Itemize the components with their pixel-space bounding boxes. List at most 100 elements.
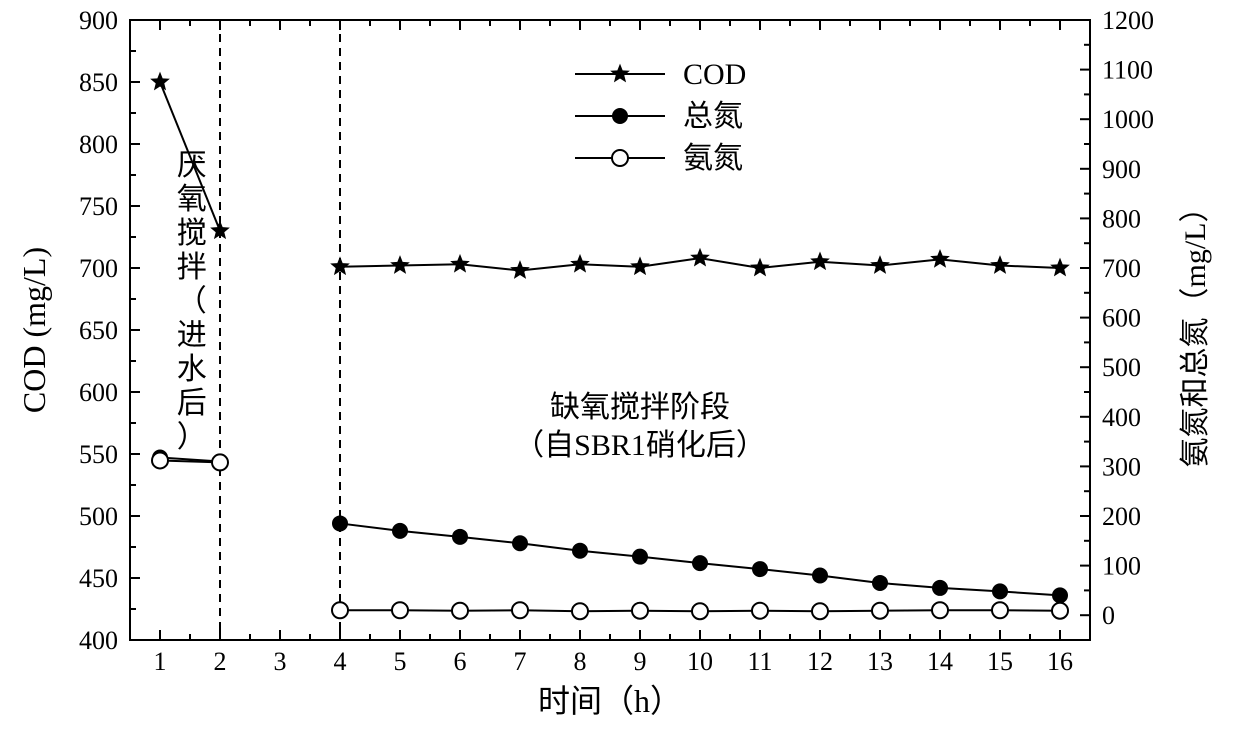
yr-tick-label: 700 [1102,254,1141,283]
yl-tick-label: 500 [79,502,118,531]
marker-circle-open [512,602,528,618]
marker-star [930,249,950,268]
marker-circle-open [992,602,1008,618]
marker-circle-filled [812,568,828,584]
marker-star [690,248,710,267]
marker-circle-open [812,603,828,619]
yr-tick-label: 0 [1102,601,1115,630]
x-axis-label: 时间（h） [538,683,682,719]
yr-tick-label: 400 [1102,403,1141,432]
marker-circle-filled [392,523,408,539]
marker-circle-filled [752,561,768,577]
x-tick-label: 8 [574,647,587,676]
anno-center-line: （自SBR1硝化后） [514,429,766,462]
anno-left-char: 搅 [177,217,207,250]
marker-circle-filled [632,549,648,565]
marker-circle-open [932,602,948,618]
marker-circle-open [332,602,348,618]
marker-circle-filled [692,555,708,571]
x-tick-label: 4 [334,647,347,676]
marker-circle-filled [932,580,948,596]
anno-left-char: 氧 [177,183,207,216]
chart-container: 1234567891011121314151640045050055060065… [0,0,1240,732]
yr-tick-label: 1000 [1102,105,1154,134]
anno-left-char: 进 [177,319,207,352]
yl-tick-label: 900 [79,6,118,35]
marker-circle-open [452,603,468,619]
yl-tick-label: 600 [79,378,118,407]
marker-star [450,254,470,273]
x-tick-label: 9 [634,647,647,676]
marker-circle-open [572,603,588,619]
marker-star [610,64,630,83]
marker-circle-filled [512,535,528,551]
x-tick-label: 16 [1047,647,1073,676]
marker-star [510,260,530,279]
marker-circle-open [632,603,648,619]
yl-tick-label: 400 [79,626,118,655]
marker-star [630,256,650,275]
marker-star [870,255,890,274]
x-tick-label: 13 [867,647,893,676]
yr-tick-label: 200 [1102,502,1141,531]
marker-star [390,255,410,274]
marker-circle-open [1052,603,1068,619]
marker-circle-filled [1052,587,1068,603]
yr-tick-label: 500 [1102,353,1141,382]
yl-tick-label: 700 [79,254,118,283]
x-tick-label: 12 [807,647,833,676]
chart-svg: 1234567891011121314151640045050055060065… [0,0,1240,732]
x-tick-label: 7 [514,647,527,676]
yr-axis-label: 氨氮和总氮（mg/L） [1179,193,1212,468]
yl-tick-label: 750 [79,192,118,221]
marker-star [750,258,770,277]
yl-tick-label: 550 [79,440,118,469]
marker-circle-open [392,602,408,618]
yr-tick-label: 800 [1102,204,1141,233]
anno-left-char: 厌 [177,149,207,182]
yr-tick-label: 100 [1102,552,1141,581]
x-tick-label: 15 [987,647,1013,676]
x-tick-label: 10 [687,647,713,676]
x-tick-label: 3 [274,647,287,676]
yl-tick-label: 650 [79,316,118,345]
yl-tick-label: 850 [79,68,118,97]
x-tick-label: 14 [927,647,953,676]
anno-left-char: 水 [177,353,207,386]
yr-tick-label: 1100 [1102,56,1153,85]
yl-axis-label: COD (mg/L) [16,247,52,413]
marker-star [570,254,590,273]
marker-star [810,251,830,270]
legend-label: COD [683,58,746,91]
yr-tick-label: 300 [1102,452,1141,481]
marker-circle-filled [332,515,348,531]
marker-star [150,72,170,91]
yr-tick-label: 900 [1102,155,1141,184]
plot-border [130,20,1090,640]
legend-label: 氨氮 [683,142,743,175]
yl-tick-label: 800 [79,130,118,159]
marker-circle-open [752,603,768,619]
marker-circle-open [872,603,888,619]
anno-left-char: 拌 [177,251,207,284]
x-tick-label: 5 [394,647,407,676]
x-tick-label: 11 [747,647,772,676]
anno-left-char: 后 [177,387,207,420]
anno-center-line: 缺氧搅拌阶段 [550,391,730,424]
anno-left-char: ） [177,421,207,454]
marker-circle-filled [452,529,468,545]
marker-circle-open [612,150,628,166]
marker-circle-filled [612,108,628,124]
x-tick-label: 1 [154,647,167,676]
yr-tick-label: 600 [1102,304,1141,333]
marker-star [1050,258,1070,277]
marker-circle-filled [992,583,1008,599]
marker-circle-open [152,452,168,468]
marker-circle-open [692,603,708,619]
marker-star [990,255,1010,274]
marker-circle-filled [572,543,588,559]
x-tick-label: 2 [214,647,227,676]
marker-circle-filled [872,575,888,591]
marker-circle-open [212,454,228,470]
legend-label: 总氮 [683,100,743,133]
